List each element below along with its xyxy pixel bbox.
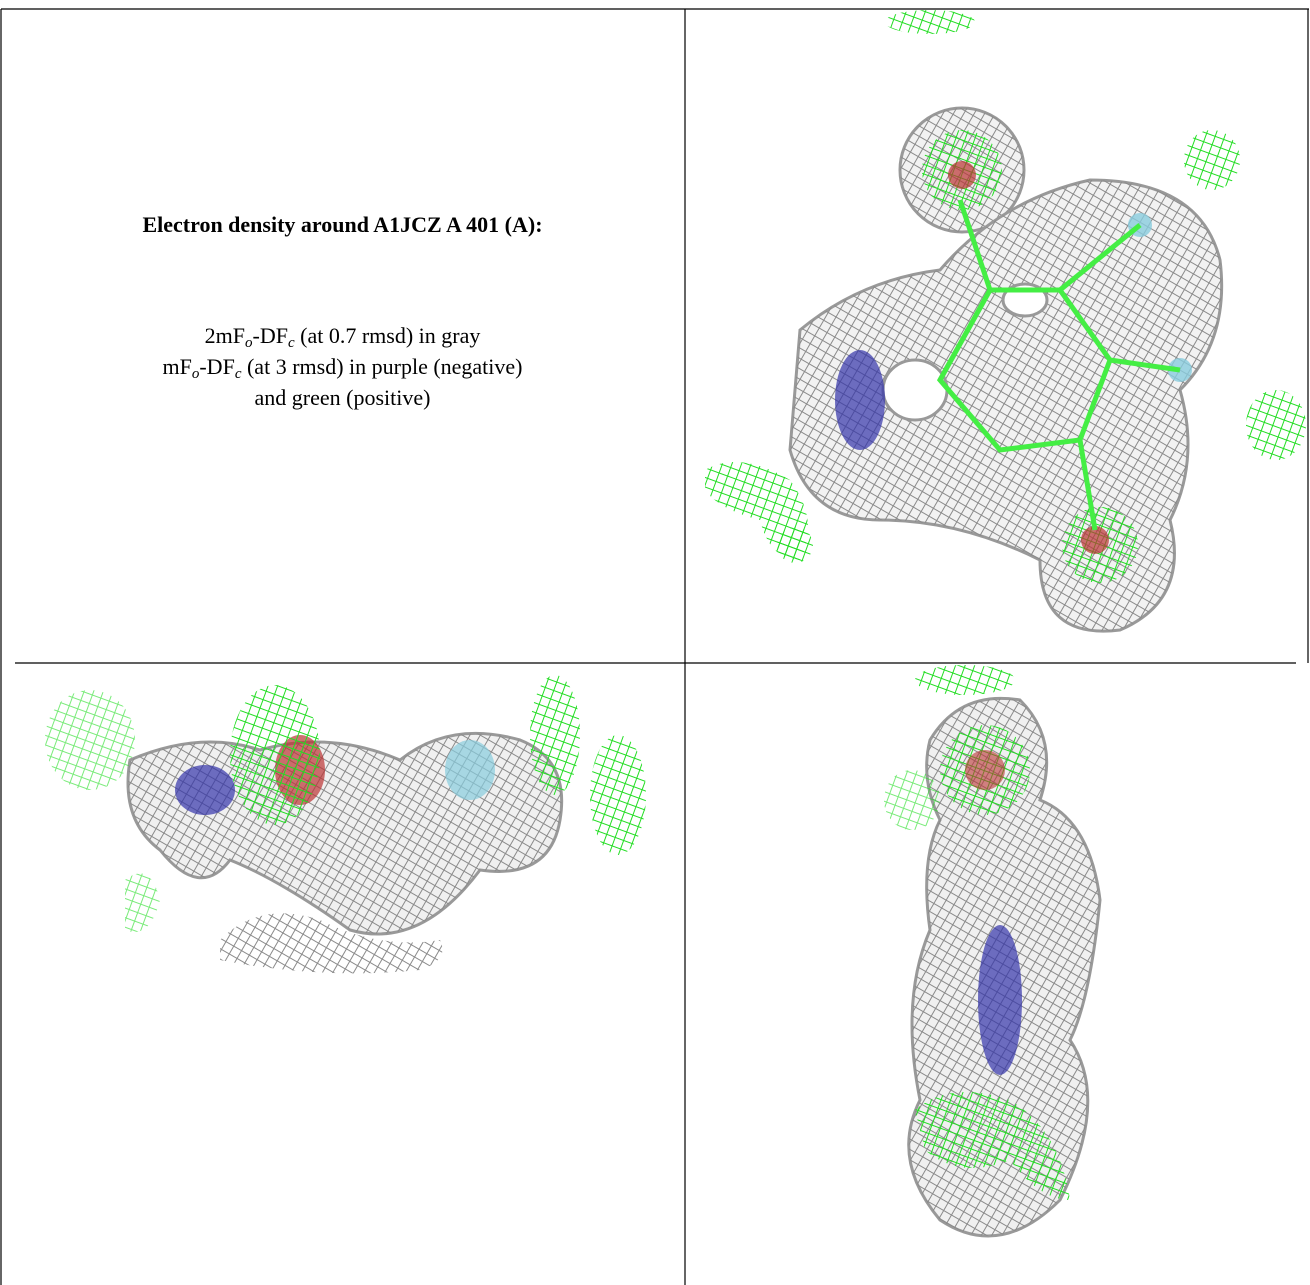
caption-line: mFo-DFc (at 3 rmsd) in purple (negative) [0, 354, 685, 382]
text: 2mF [204, 323, 245, 348]
caption-line: 2mFo-DFc (at 0.7 rmsd) in gray [0, 323, 685, 351]
subscript: c [287, 335, 295, 351]
text: (at 3 rmsd) in purple (negative) [241, 354, 523, 379]
subscript: o [191, 366, 200, 382]
table-borders [0, 8, 1309, 1285]
density-view-side [45, 675, 646, 974]
caption-line: and green (positive) [254, 385, 431, 410]
subscript: c [234, 366, 242, 382]
caption-title: Electron density around A1JCZ A 401 (A): [142, 212, 543, 237]
text: (at 0.7 rmsd) in gray [294, 323, 481, 348]
text: mF [162, 354, 192, 379]
density-view-end [884, 665, 1102, 1238]
text: -DF [199, 354, 235, 379]
density-view-top [705, 10, 1306, 633]
subscript: o [245, 335, 253, 351]
text: -DF [252, 323, 288, 348]
